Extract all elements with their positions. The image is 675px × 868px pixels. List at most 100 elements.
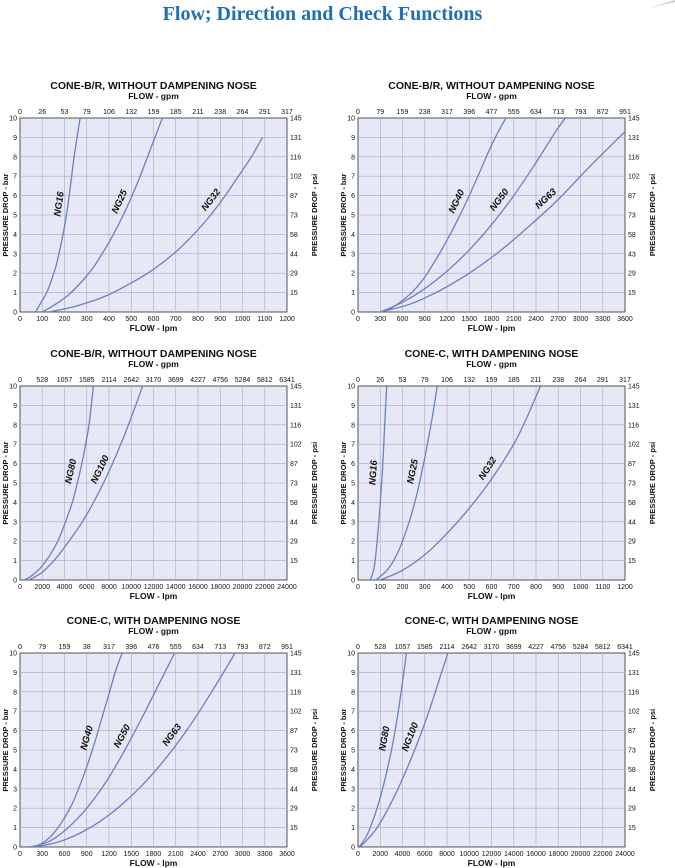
series-line-ng50 xyxy=(380,118,567,312)
x-tick-label: 8000 xyxy=(439,851,455,858)
y-axis-label: PRESSURE DROP - bar xyxy=(339,173,348,256)
y2-tick-label: 58 xyxy=(290,232,298,239)
series-line-ng16 xyxy=(369,386,388,580)
x-tick-label: 300 xyxy=(81,316,93,323)
x-top-tick-label: 185 xyxy=(508,377,520,384)
x-top-tick-label: 5284 xyxy=(573,644,589,651)
x-tick-label: 2100 xyxy=(506,316,522,323)
series-label-ng16: NG16 xyxy=(367,459,380,485)
x-top-tick-label: 4756 xyxy=(550,644,566,651)
y-tick-label: 1 xyxy=(13,825,17,832)
x-tick-label: 3300 xyxy=(257,851,273,858)
x-top-tick-label: 106 xyxy=(441,377,453,384)
x-tick-label: 8000 xyxy=(101,584,117,591)
y2-tick-label: 102 xyxy=(290,709,302,716)
y-tick-label: 10 xyxy=(347,651,355,658)
x-tick-label: 300 xyxy=(419,584,431,591)
y2-tick-label: 102 xyxy=(290,442,302,449)
y2-tick-label: 29 xyxy=(290,271,298,278)
y-axis-label: PRESSURE DROP - bar xyxy=(1,441,10,524)
y-tick-label: 2 xyxy=(351,539,355,546)
y2-tick-label: 43 xyxy=(628,251,636,258)
y2-tick-label: 116 xyxy=(290,154,301,161)
y2-tick-label: 58 xyxy=(290,500,298,507)
x-top-tick-label: 317 xyxy=(441,109,453,116)
x-top-tick-label: 2642 xyxy=(123,377,139,384)
y2-tick-label: 15 xyxy=(290,290,298,297)
x-top-tick-label: 396 xyxy=(125,644,137,651)
x-top-tick-label: 713 xyxy=(214,644,226,651)
x-top-tick-label: 211 xyxy=(192,109,203,116)
y-axis-label: PRESSURE DROP - bar xyxy=(339,708,348,791)
y2-tick-label: 87 xyxy=(290,728,298,735)
y2-tick-label: 73 xyxy=(290,213,298,220)
x-tick-label: 800 xyxy=(192,316,204,323)
x-tick-label: 100 xyxy=(374,584,386,591)
y2-tick-label: 44 xyxy=(290,251,298,258)
x-top-tick-label: 159 xyxy=(59,644,71,651)
y-tick-label: 6 xyxy=(351,728,355,735)
y2-tick-label: 131 xyxy=(628,670,640,677)
x-top-tick-label: 5812 xyxy=(595,644,611,651)
x-top-axis-label: FLOW - gpm xyxy=(128,626,179,636)
x-tick-label: 2700 xyxy=(550,316,566,323)
x-top-axis-label: FLOW - gpm xyxy=(466,91,517,101)
series-line-ng32 xyxy=(48,137,264,312)
x-top-tick-label: 528 xyxy=(374,644,386,651)
series-line-ng25 xyxy=(41,118,164,312)
series-line-ng63 xyxy=(34,653,236,847)
y2-tick-label: 87 xyxy=(628,728,636,735)
x-top-tick-label: 106 xyxy=(103,109,115,116)
series-line-ng40 xyxy=(27,653,123,847)
x-top-tick-label: 0 xyxy=(18,377,22,384)
x-tick-label: 0 xyxy=(356,316,360,323)
x-top-tick-label: 4756 xyxy=(212,377,228,384)
x-tick-label: 100 xyxy=(36,316,48,323)
x-top-tick-label: 26 xyxy=(376,377,384,384)
x-top-tick-label: 951 xyxy=(281,644,293,651)
y-tick-label: 0 xyxy=(351,578,355,585)
y2-tick-label: 87 xyxy=(290,193,298,200)
y-tick-label: 7 xyxy=(13,442,17,449)
y2-tick-label: 102 xyxy=(628,709,640,716)
y-tick-label: 6 xyxy=(13,193,17,200)
y-tick-label: 3 xyxy=(351,519,355,526)
series-line-ng80 xyxy=(24,386,95,580)
y-tick-label: 4 xyxy=(13,500,17,507)
x-top-tick-label: 713 xyxy=(552,109,564,116)
y-tick-label: 0 xyxy=(351,310,355,317)
x-top-tick-label: 185 xyxy=(170,109,182,116)
y-tick-label: 1 xyxy=(13,290,17,297)
x-tick-label: 1000 xyxy=(235,316,251,323)
x-top-tick-label: 238 xyxy=(552,377,564,384)
y-tick-label: 4 xyxy=(351,232,355,239)
y2-tick-label: 58 xyxy=(628,767,636,774)
x-top-tick-label: 0 xyxy=(356,377,360,384)
x-tick-label: 18000 xyxy=(211,584,231,591)
x-tick-label: 700 xyxy=(170,316,182,323)
y2-tick-label: 131 xyxy=(628,135,640,142)
x-tick-label: 10000 xyxy=(122,584,142,591)
x-top-tick-label: 1585 xyxy=(417,644,433,651)
x-tick-label: 16000 xyxy=(188,584,208,591)
x-tick-label: 0 xyxy=(356,851,360,858)
x-tick-label: 2700 xyxy=(212,851,228,858)
x-axis-label: FLOW - lpm xyxy=(468,323,516,333)
x-tick-label: 700 xyxy=(508,584,520,591)
x-tick-label: 300 xyxy=(374,316,386,323)
x-tick-label: 1800 xyxy=(484,316,500,323)
y-tick-label: 10 xyxy=(9,651,17,658)
x-tick-label: 600 xyxy=(59,851,71,858)
y2-tick-label: 116 xyxy=(290,689,301,696)
y2-tick-label: 44 xyxy=(628,519,636,526)
y2-tick-label: 29 xyxy=(290,539,298,546)
y2-tick-label: 73 xyxy=(628,213,636,220)
x-top-tick-label: 159 xyxy=(148,109,160,116)
y-tick-label: 9 xyxy=(13,403,17,410)
y2-tick-label: 102 xyxy=(628,174,640,181)
